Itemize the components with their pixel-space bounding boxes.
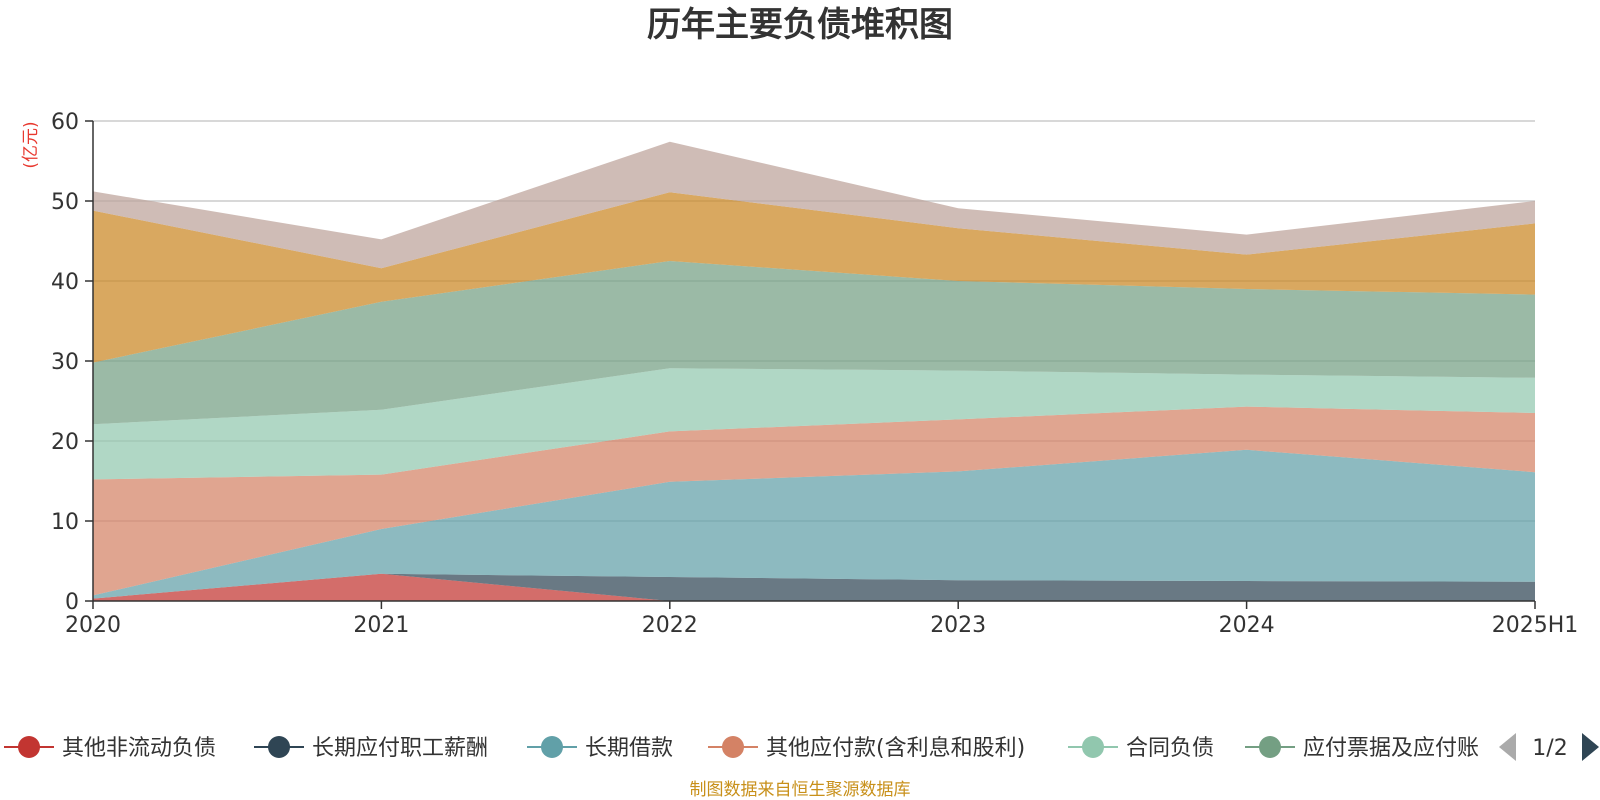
- y-tick-label: 50: [51, 190, 79, 215]
- x-tick-label: 2023: [930, 613, 986, 638]
- y-tick-label: 10: [51, 510, 79, 535]
- area-其他非流动负债[interactable]: [93, 573, 1535, 601]
- area-合同负债[interactable]: [93, 368, 1535, 480]
- x-tick-label: 2020: [65, 613, 121, 638]
- y-tick-label: 40: [51, 270, 79, 295]
- y-tick-label: 20: [51, 430, 79, 455]
- area-长期应付职工薪酬[interactable]: [93, 573, 1535, 601]
- area-长期借款[interactable]: [93, 449, 1535, 599]
- axes: 0 10 20 30 40 50 60 2020 2021 2022 2023 2024 2025H1: [51, 110, 1578, 638]
- legend-pager: 1/2: [1499, 733, 1599, 761]
- legend-marker-icon: [18, 736, 40, 758]
- y-axis-unit: (亿元): [21, 121, 41, 168]
- legend-item[interactable]: 合同负债: [1068, 736, 1214, 761]
- legend-label: 长期借款: [585, 736, 673, 761]
- legend-prev-icon[interactable]: [1499, 733, 1516, 761]
- legend-marker-icon: [1082, 736, 1104, 758]
- legend-label: 其他应付款(含利息和股利): [766, 736, 1025, 761]
- legend-item[interactable]: 其他非流动负债: [4, 736, 216, 761]
- area-其他应付款-含利息和股利-[interactable]: [93, 406, 1535, 596]
- legend-item[interactable]: 应付票据及应付账: [1245, 736, 1479, 761]
- area-series: [93, 141, 1535, 601]
- legend-label: 应付票据及应付账: [1303, 736, 1479, 761]
- legend-marker-icon: [722, 736, 744, 758]
- y-tick-label: 60: [51, 110, 79, 135]
- legend-item[interactable]: 其他应付款(含利息和股利): [708, 736, 1025, 761]
- legend-marker-icon: [541, 736, 563, 758]
- y-tick-label: 0: [65, 590, 79, 615]
- x-tick-label: 2022: [642, 613, 698, 638]
- legend-item[interactable]: 长期应付职工薪酬: [254, 736, 488, 761]
- legend-next-icon[interactable]: [1582, 733, 1599, 761]
- legend-label: 长期应付职工薪酬: [312, 736, 488, 761]
- area-短期借款[interactable]: [93, 192, 1535, 363]
- legend-marker-icon: [1259, 736, 1281, 758]
- chart-title: 历年主要负债堆积图: [647, 5, 953, 45]
- area-应付票据及应付账款[interactable]: [93, 261, 1535, 425]
- legend: 其他非流动负债 长期应付职工薪酬 长期借款 其他应付款(含利息和股利) 合同负债 应付票据…: [4, 736, 1479, 761]
- y-tick-label: 30: [51, 350, 79, 375]
- source-note: 制图数据来自恒生聚源数据库: [690, 780, 911, 800]
- x-tick-label: 2024: [1219, 613, 1275, 638]
- legend-page-indicator: 1/2: [1532, 736, 1567, 761]
- x-tick-label: 2021: [353, 613, 409, 638]
- legend-label: 其他非流动负债: [62, 736, 216, 761]
- area-其他[interactable]: [93, 141, 1535, 269]
- legend-label: 合同负债: [1126, 736, 1214, 761]
- legend-item[interactable]: 长期借款: [527, 736, 673, 761]
- legend-marker-icon: [268, 736, 290, 758]
- x-tick-label: 2025H1: [1492, 613, 1579, 638]
